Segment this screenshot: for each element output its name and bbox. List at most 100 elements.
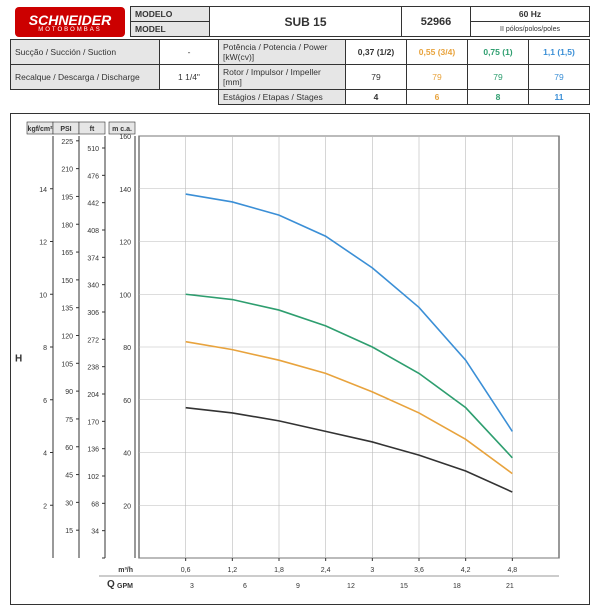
svg-text:kgf/cm²: kgf/cm²: [28, 126, 54, 133]
svg-text:80: 80: [123, 345, 131, 352]
rotor-0: 79: [346, 65, 407, 90]
svg-text:GPM: GPM: [117, 583, 133, 590]
svg-text:m c.a.: m c.a.: [112, 126, 132, 133]
svg-text:2: 2: [43, 503, 47, 510]
svg-text:180: 180: [61, 222, 73, 229]
discharge-label: Recalque / Descarga / Discharge: [11, 65, 160, 90]
svg-text:20: 20: [123, 503, 131, 510]
spec-table: Sucção / Succión / Suction - Potência / …: [10, 39, 590, 105]
x-axis-label: Q: [107, 579, 115, 590]
hz-bot: II pólos/polos/poles: [471, 22, 590, 37]
svg-text:3: 3: [190, 583, 194, 590]
rotor-2: 79: [468, 65, 529, 90]
code: 52966: [402, 7, 471, 37]
svg-text:m³/h: m³/h: [118, 567, 133, 574]
svg-text:34: 34: [91, 529, 99, 536]
model-label-top: MODELO: [131, 7, 210, 22]
discharge-value: 1 1/4": [160, 65, 219, 90]
model-value: SUB 15: [210, 7, 402, 37]
svg-text:18: 18: [453, 583, 461, 590]
brand-name: SCHNEIDER: [29, 12, 111, 28]
rotor-1: 79: [407, 65, 468, 90]
brand-logo: SCHNEIDER MOTOBOMBAS: [15, 7, 125, 37]
svg-text:120: 120: [119, 240, 131, 247]
stages-1: 6: [407, 90, 468, 105]
pump-curve-chart: H Q kgf/cm² PSI ft m c.a. 20 40 60 80 100 120 140 1…: [10, 113, 590, 605]
power-3: 1,1 (1,5): [529, 40, 590, 65]
svg-text:306: 306: [87, 310, 99, 317]
svg-text:4: 4: [43, 451, 47, 458]
svg-text:442: 442: [87, 201, 99, 208]
svg-text:140: 140: [119, 187, 131, 194]
svg-text:120: 120: [61, 334, 73, 341]
svg-text:12: 12: [39, 240, 47, 247]
svg-text:10: 10: [39, 292, 47, 299]
svg-text:ft: ft: [90, 126, 95, 133]
svg-text:510: 510: [87, 146, 99, 153]
svg-text:40: 40: [123, 451, 131, 458]
svg-text:135: 135: [61, 306, 73, 313]
power-2: 0,75 (1): [468, 40, 529, 65]
svg-text:14: 14: [39, 187, 47, 194]
svg-text:3: 3: [370, 567, 374, 574]
svg-text:15: 15: [65, 528, 73, 535]
suction-value: -: [160, 40, 219, 65]
svg-text:272: 272: [87, 337, 99, 344]
svg-text:160: 160: [119, 134, 131, 141]
stages-2: 8: [468, 90, 529, 105]
svg-text:60: 60: [65, 445, 73, 452]
power-label: Potência / Potencia / Power [kW(cv)]: [219, 40, 346, 65]
svg-text:6: 6: [243, 583, 247, 590]
brand-sub: MOTOBOMBAS: [29, 27, 111, 33]
svg-text:340: 340: [87, 283, 99, 290]
model-label-bot: MODEL: [131, 22, 210, 37]
power-1: 0,55 (3/4): [407, 40, 468, 65]
header-table: SCHNEIDER MOTOBOMBAS MODELO SUB 15 52966…: [10, 6, 590, 37]
rotor-3: 79: [529, 65, 590, 90]
svg-text:4,2: 4,2: [461, 567, 471, 574]
svg-text:4,8: 4,8: [507, 567, 517, 574]
rotor-label: Rotor / Impulsor / Impeller [mm]: [219, 65, 346, 90]
svg-text:15: 15: [400, 583, 408, 590]
svg-text:210: 210: [61, 167, 73, 174]
svg-text:408: 408: [87, 228, 99, 235]
svg-text:6: 6: [43, 398, 47, 405]
svg-text:8: 8: [43, 345, 47, 352]
hz-top: 60 Hz: [471, 7, 590, 22]
svg-text:100: 100: [119, 292, 131, 299]
svg-text:1,2: 1,2: [227, 567, 237, 574]
svg-text:170: 170: [87, 419, 99, 426]
y-axis-label: H: [15, 354, 22, 365]
svg-text:204: 204: [87, 392, 99, 399]
svg-text:90: 90: [65, 389, 73, 396]
svg-text:105: 105: [61, 361, 73, 368]
svg-text:3,6: 3,6: [414, 567, 424, 574]
stages-label: Estágios / Etapas / Stages: [219, 90, 346, 105]
chart-svg: kgf/cm²PSIftm c.a.2040608010012014016034…: [11, 114, 571, 604]
svg-text:60: 60: [123, 398, 131, 405]
svg-text:0,6: 0,6: [181, 567, 191, 574]
suction-label: Sucção / Succión / Suction: [11, 40, 160, 65]
svg-text:PSI: PSI: [60, 126, 71, 133]
svg-text:476: 476: [87, 173, 99, 180]
svg-text:150: 150: [61, 278, 73, 285]
stages-3: 11: [529, 90, 590, 105]
svg-text:12: 12: [347, 583, 355, 590]
power-0: 0,37 (1/2): [346, 40, 407, 65]
svg-text:1,8: 1,8: [274, 567, 284, 574]
svg-text:2,4: 2,4: [321, 567, 331, 574]
svg-text:165: 165: [61, 250, 73, 257]
stages-0: 4: [346, 90, 407, 105]
svg-text:136: 136: [87, 447, 99, 454]
svg-text:238: 238: [87, 365, 99, 372]
svg-text:195: 195: [61, 194, 73, 201]
svg-text:75: 75: [65, 417, 73, 424]
svg-text:68: 68: [91, 501, 99, 508]
svg-text:102: 102: [87, 474, 99, 481]
svg-text:374: 374: [87, 255, 99, 262]
svg-text:45: 45: [65, 473, 73, 480]
svg-text:225: 225: [61, 139, 73, 146]
svg-text:9: 9: [296, 583, 300, 590]
svg-text:21: 21: [506, 583, 514, 590]
svg-text:30: 30: [65, 500, 73, 507]
